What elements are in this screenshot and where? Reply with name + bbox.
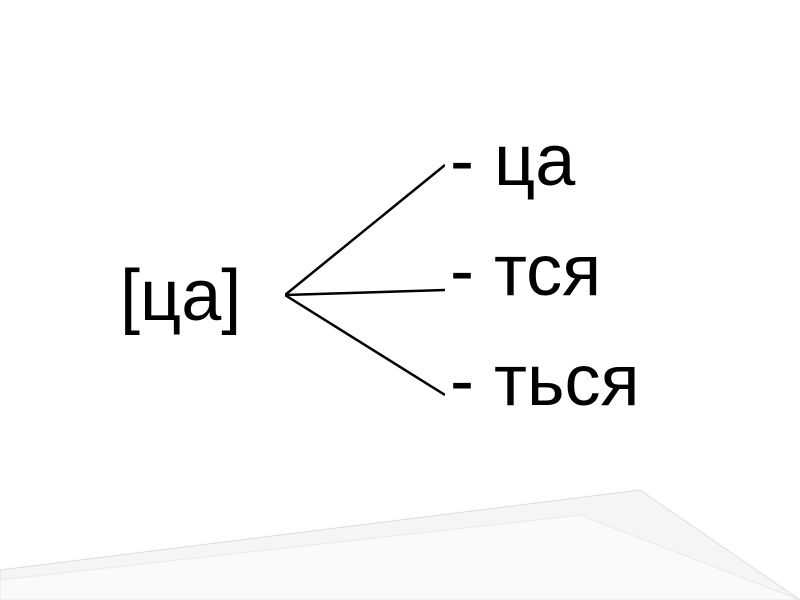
branch-target-3: - ться xyxy=(450,340,639,422)
branch-target-1: - ца xyxy=(450,120,575,202)
branch-line-1 xyxy=(285,165,445,295)
source-phonetic-label: [ца] xyxy=(120,255,241,337)
branch-line-2 xyxy=(285,290,445,295)
diagram-container: [ца] - ца - тся - ться xyxy=(0,0,800,600)
decorative-triangle xyxy=(0,480,800,600)
branch-target-2: - тся xyxy=(450,230,601,312)
branch-lines xyxy=(285,135,445,415)
branch-line-3 xyxy=(285,295,445,395)
